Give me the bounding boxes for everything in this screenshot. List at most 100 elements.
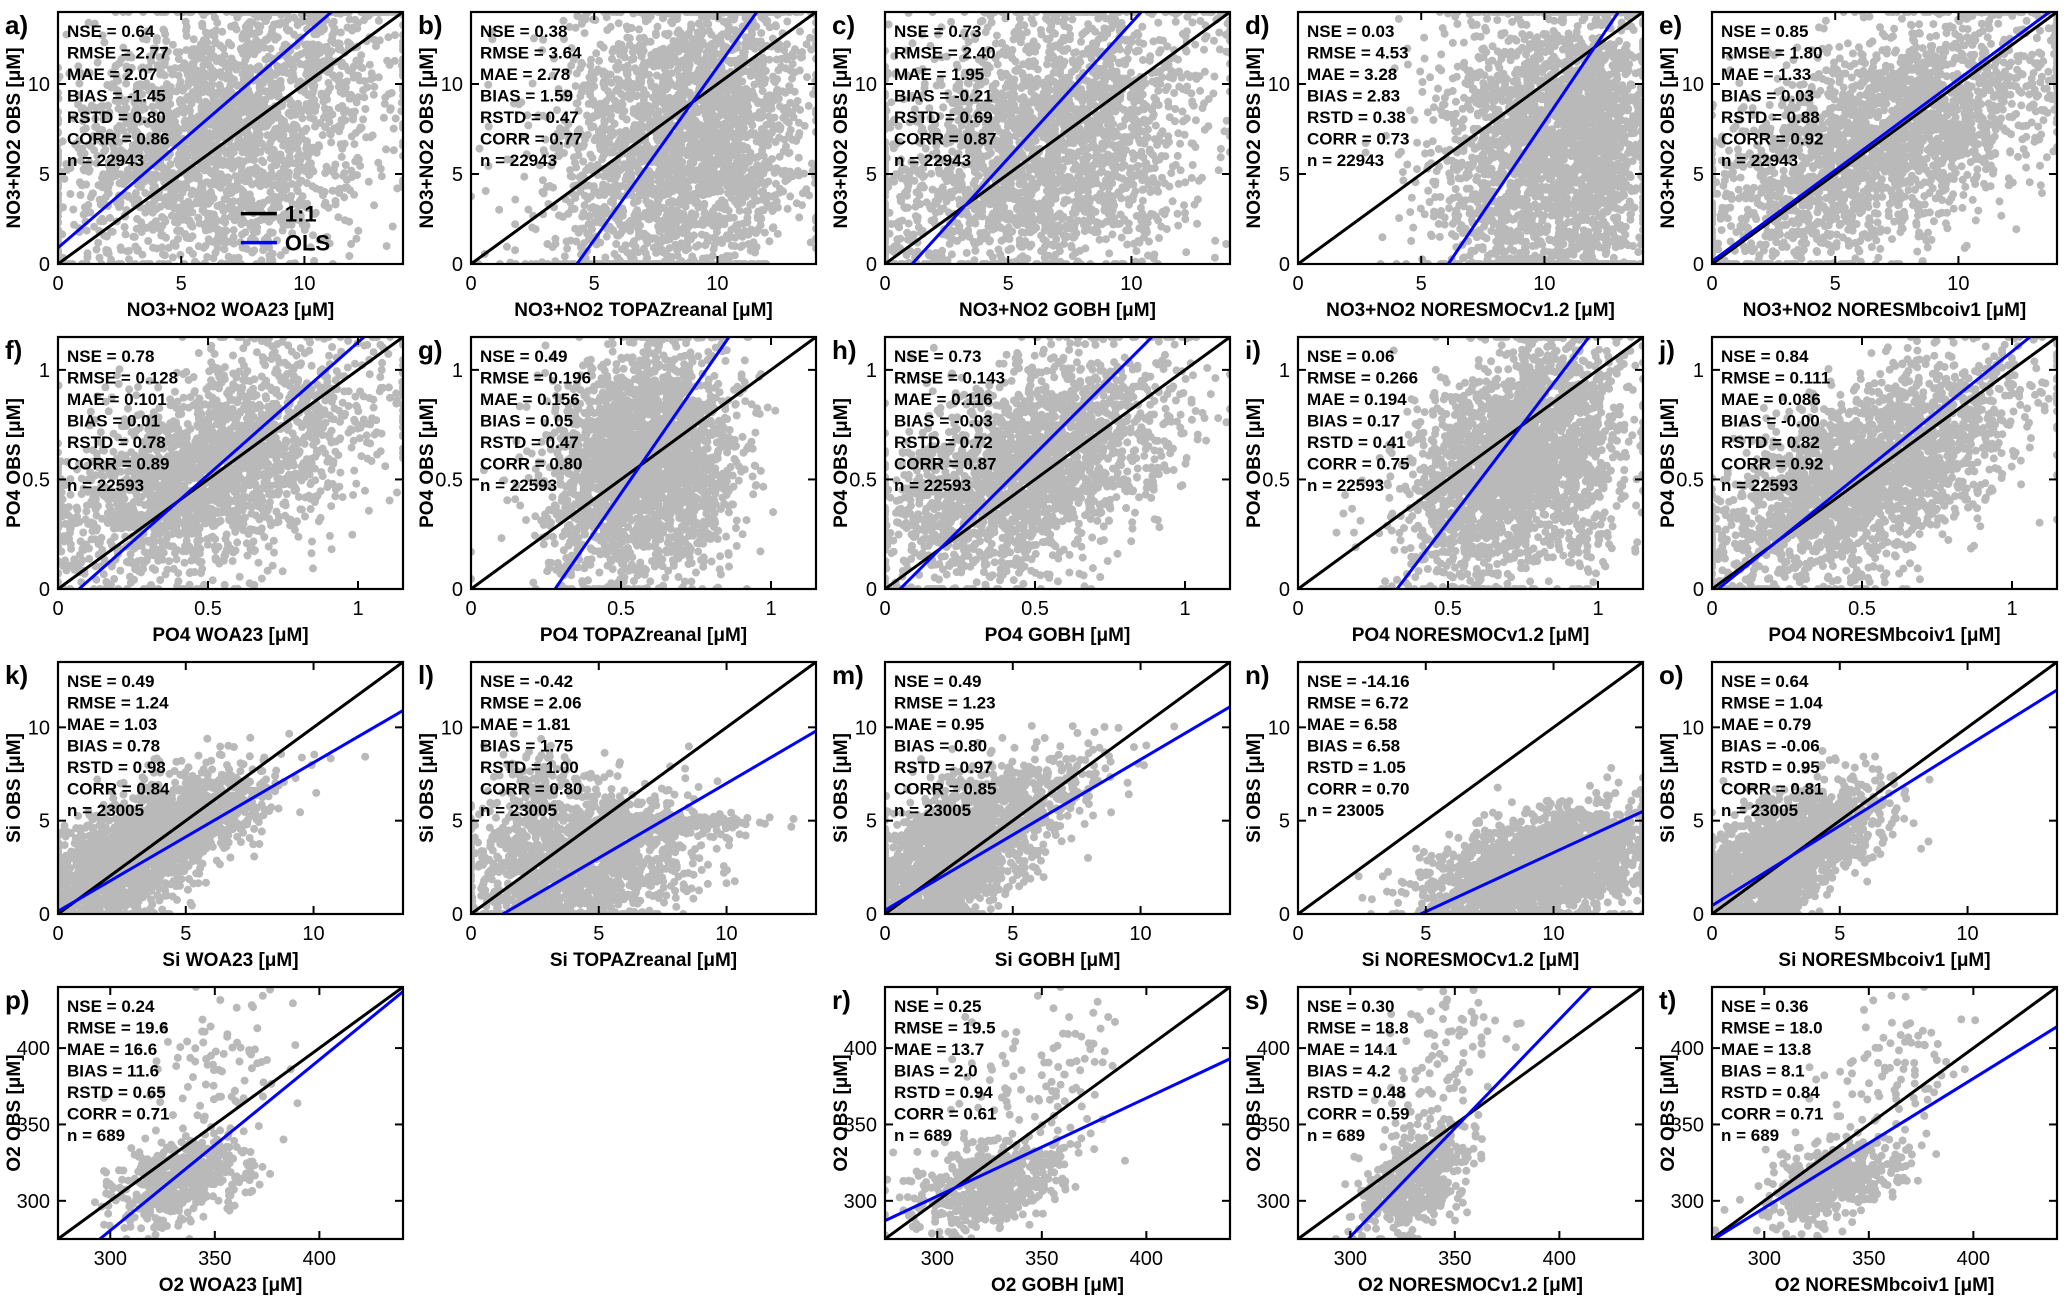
ols-line — [884, 1057, 1230, 1223]
stats-line: NSE = -0.42 — [480, 672, 573, 691]
y-tick-label: 10 — [28, 74, 50, 96]
y-axis-label: PO4 OBS [μM] — [4, 398, 25, 528]
x-tick-label: 300 — [920, 1248, 953, 1270]
stats-line: NSE = 0.64 — [67, 22, 155, 41]
stats-line: RSTD = 1.00 — [480, 758, 579, 777]
x-tick-label: 5 — [176, 273, 187, 295]
stats-line: RMSE = 19.5 — [894, 1019, 996, 1038]
plot-box — [1710, 10, 2058, 266]
panel-g: 0 0.5 1 0 0.5 1 PO4 TOPAZreanal [μM] PO4 OBS [μ… — [413, 325, 826, 650]
stats-line: NSE = 0.06 — [1307, 347, 1394, 366]
x-tick-label: 5 — [1420, 923, 1431, 945]
one-to-one-line — [58, 337, 403, 589]
stats-line: BIAS = -0.00 — [1721, 412, 1820, 431]
y-tick-label: 0.5 — [1262, 469, 1290, 491]
stats-line: RMSE = 2.40 — [894, 44, 996, 63]
x-tick-label: 10 — [293, 273, 315, 295]
x-tick-label: 5 — [1416, 273, 1427, 295]
x-tick-label: 5 — [1829, 273, 1840, 295]
y-tick-label: 400 — [1670, 1038, 1703, 1060]
stats-line: BIAS = 1.75 — [480, 737, 573, 756]
x-axis-label: O2 WOA23 [μM] — [159, 1275, 303, 1296]
y-tick-label: 5 — [452, 811, 463, 833]
x-axis-label: NO3+NO2 TOPAZreanal [μM] — [515, 300, 774, 321]
x-axis-label: NO3+NO2 NORESMbcoiv1 [μM] — [1742, 300, 2025, 321]
panel-label: i) — [1245, 335, 1261, 365]
panel-t: 300 350 400 300 350 400 O2 NORESMbcoiv1 [μM] O2… — [1654, 975, 2067, 1300]
y-tick-label: 0.5 — [22, 469, 50, 491]
panel-p: 300 350 400 300 350 400 O2 WOA23 [μM] O2 OBS [μ… — [0, 975, 413, 1300]
stats-line: RMSE = 0.128 — [67, 369, 178, 388]
x-tick-label: 0 — [466, 598, 477, 620]
one-to-one-line — [58, 12, 403, 264]
panel-label: e) — [1659, 10, 1682, 40]
stats-line: n = 689 — [1307, 1126, 1365, 1145]
x-axis-label: Si NORESMOCv1.2 [μM] — [1362, 950, 1580, 971]
scatter-plot: 0 0.5 1 0 0.5 1 PO4 TOPAZreanal [μM] PO4 OBS [μ… — [417, 335, 818, 646]
stats-line: MAE = 14.1 — [1307, 1040, 1397, 1059]
scatter-plot: 0 5 10 0 5 10 Si TOPAZreanal [μM] Si OBS [μM] l)… — [417, 660, 818, 971]
y-tick-label: 10 — [441, 74, 463, 96]
x-tick-label: 0 — [52, 923, 63, 945]
y-tick-label: 0 — [1692, 254, 1703, 276]
stats-line: RSTD = 0.47 — [480, 108, 579, 127]
y-tick-label: 10 — [1268, 717, 1290, 739]
stats-line: NSE = 0.73 — [894, 347, 981, 366]
legend: 1:1 OLS — [240, 202, 330, 256]
stats-line: n = 22593 — [1721, 476, 1798, 495]
stats-line: BIAS = 11.6 — [67, 1062, 159, 1081]
x-axis-label: PO4 TOPAZreanal [μM] — [540, 625, 747, 646]
stats-line: CORR = 0.73 — [1307, 130, 1410, 149]
stats-line: n = 23005 — [480, 801, 557, 820]
stats-line: BIAS = -0.03 — [894, 412, 993, 431]
x-axis-label: Si TOPAZreanal [μM] — [550, 950, 737, 971]
ols-line — [1347, 987, 1592, 1239]
stats-line: CORR = 0.75 — [1307, 455, 1410, 474]
y-axis-label: O2 OBS [μM] — [831, 1054, 852, 1171]
stats-line: CORR = 0.85 — [894, 780, 997, 799]
scatter-plot: 0 5 10 0 5 10 Si NORESMbcoiv1 [μM] Si OBS [μM] o… — [1658, 660, 2058, 971]
plot-box — [1710, 660, 2058, 916]
stats-line: MAE = 0.086 — [1721, 390, 1821, 409]
one-to-one-line — [1711, 12, 2057, 264]
stats-line: MAE = 1.33 — [1721, 65, 1811, 84]
stats-line: NSE = 0.78 — [67, 347, 154, 366]
y-tick-label: 350 — [843, 1114, 876, 1136]
ols-line — [58, 12, 333, 249]
y-tick-label: 0 — [39, 904, 50, 926]
stats-line: BIAS = 0.80 — [894, 737, 987, 756]
one-to-one-line — [884, 662, 1230, 914]
stats-line: RMSE = 2.77 — [67, 44, 169, 63]
plot-box — [1297, 660, 1645, 916]
stats-line: CORR = 0.77 — [480, 130, 583, 149]
panel-c: 0 5 10 0 5 10 NO3+NO2 GOBH [μM] NO3+NO2 OBS [μM… — [827, 0, 1240, 325]
one-to-one-line — [1711, 987, 2057, 1239]
plot-box — [470, 660, 818, 916]
y-axis-label: NO3+NO2 OBS [μM] — [4, 47, 25, 228]
x-tick-label: 0 — [1293, 598, 1304, 620]
ols-line — [1420, 809, 1644, 914]
stats-line: RSTD = 0.84 — [1721, 1083, 1820, 1102]
stats-line: BIAS = 6.58 — [1307, 737, 1400, 756]
stats-line: MAE = 6.58 — [1307, 715, 1397, 734]
x-tick-label: 1 — [2006, 598, 2017, 620]
stats-line: RMSE = 1.24 — [67, 694, 169, 713]
y-tick-label: 0 — [452, 579, 463, 601]
x-tick-label: 1 — [1179, 598, 1190, 620]
ols-line — [1712, 1025, 2057, 1239]
stats-line: CORR = 0.61 — [894, 1105, 997, 1124]
scatter-plot: 0 5 10 0 5 10 NO3+NO2 NORESMOCv1.2 [μM] NO3+NO2… — [1244, 10, 1645, 321]
y-axis-label: Si OBS [μM] — [4, 733, 25, 843]
y-axis-label: NO3+NO2 OBS [μM] — [417, 47, 438, 228]
scatter-plot: 0 5 10 0 5 10 NO3+NO2 NORESMbcoiv1 [μM] NO3+NO2… — [1658, 10, 2058, 321]
stats-line: RMSE = 0.111 — [1721, 369, 1830, 388]
stats-line: RMSE = 1.04 — [1721, 694, 1823, 713]
ols-line — [98, 990, 403, 1239]
x-tick-label: 350 — [1852, 1248, 1885, 1270]
y-tick-label: 1 — [866, 360, 877, 382]
stats-line: NSE = 0.24 — [67, 997, 155, 1016]
x-tick-label: 0 — [466, 923, 477, 945]
y-axis-label: O2 OBS [μM] — [4, 1054, 25, 1171]
panel-n: 0 5 10 0 5 10 Si NORESMOCv1.2 [μM] Si OBS [μM] n… — [1240, 650, 1653, 975]
